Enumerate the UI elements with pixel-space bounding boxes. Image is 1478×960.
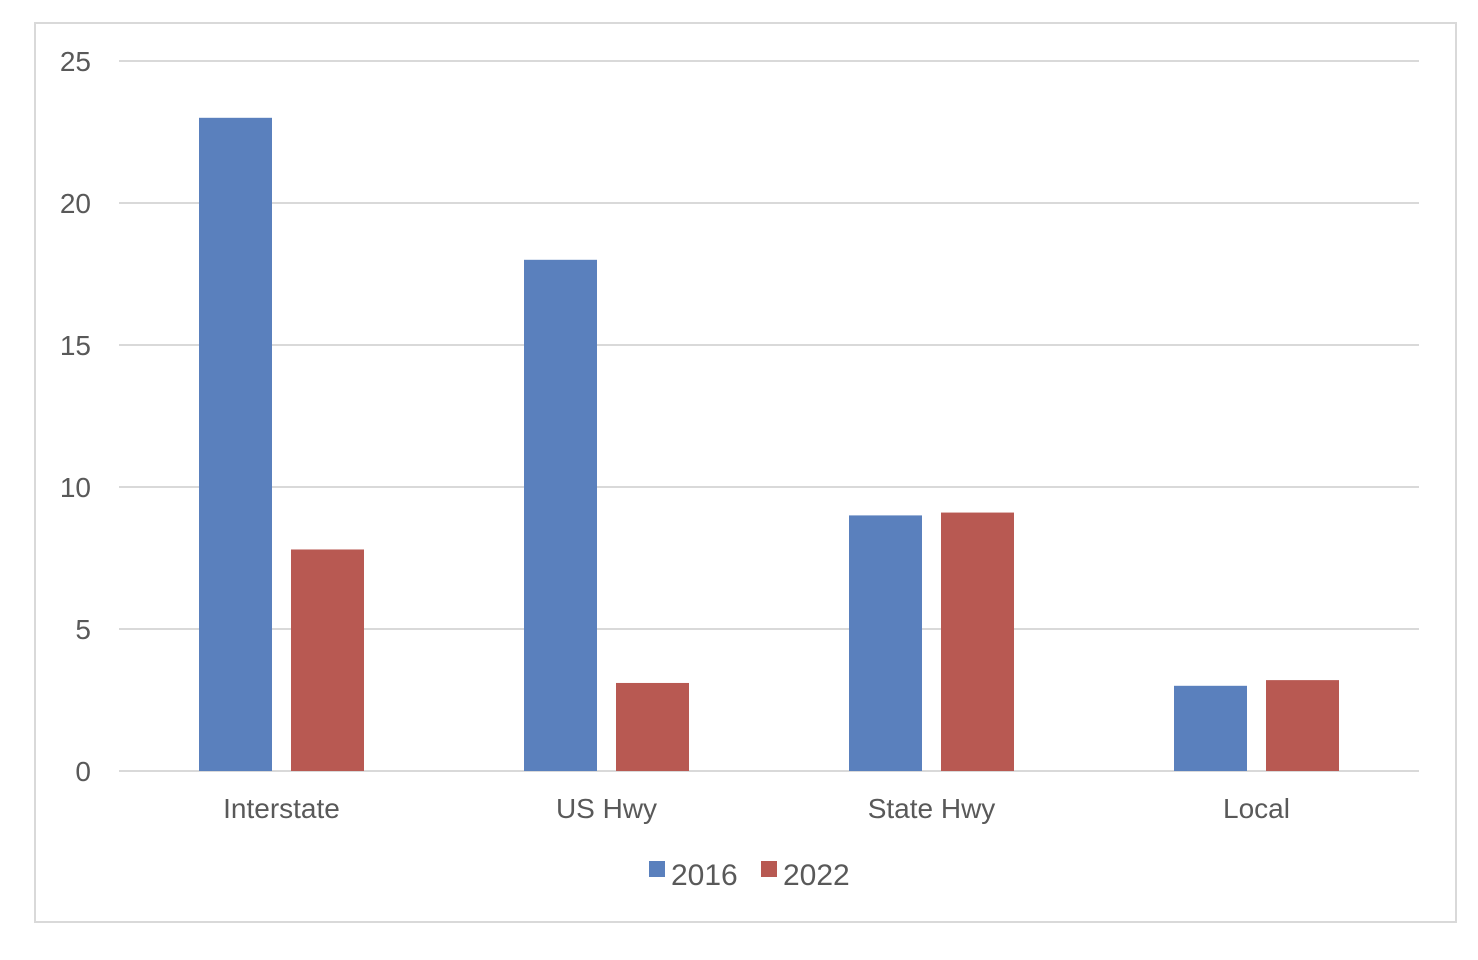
legend-label-2022: 2022 — [783, 859, 850, 892]
x-axis-tick-labels: Interstate US Hwy State Hwy Local — [223, 793, 1290, 824]
x-tick-label: US Hwy — [556, 793, 657, 824]
y-tick-label: 10 — [60, 472, 91, 503]
y-tick-label: 0 — [75, 756, 91, 787]
bar-2016-interstate — [199, 117, 272, 772]
bar-2022-state-hwy — [941, 512, 1014, 771]
bar-2022-local — [1266, 680, 1339, 771]
x-tick-label: Local — [1223, 793, 1290, 824]
bar-2016-local — [1174, 685, 1247, 771]
bars — [199, 117, 1339, 772]
bar-2016-us-hwy — [524, 259, 597, 771]
y-tick-label: 20 — [60, 188, 91, 219]
legend-label-2016: 2016 — [671, 859, 738, 892]
legend: 2016 2022 — [649, 859, 850, 892]
x-tick-label: Interstate — [223, 793, 340, 824]
bar-2022-interstate — [291, 549, 364, 771]
y-axis-tick-labels: 0 5 10 15 20 25 — [60, 46, 91, 787]
y-tick-label: 5 — [75, 614, 91, 645]
x-tick-label: State Hwy — [868, 793, 996, 824]
legend-swatch-2022 — [761, 861, 777, 877]
bar-2022-us-hwy — [616, 682, 689, 771]
legend-swatch-2016 — [649, 861, 665, 877]
y-tick-label: 25 — [60, 46, 91, 77]
bar-2016-state-hwy — [849, 515, 922, 771]
y-tick-label: 15 — [60, 330, 91, 361]
